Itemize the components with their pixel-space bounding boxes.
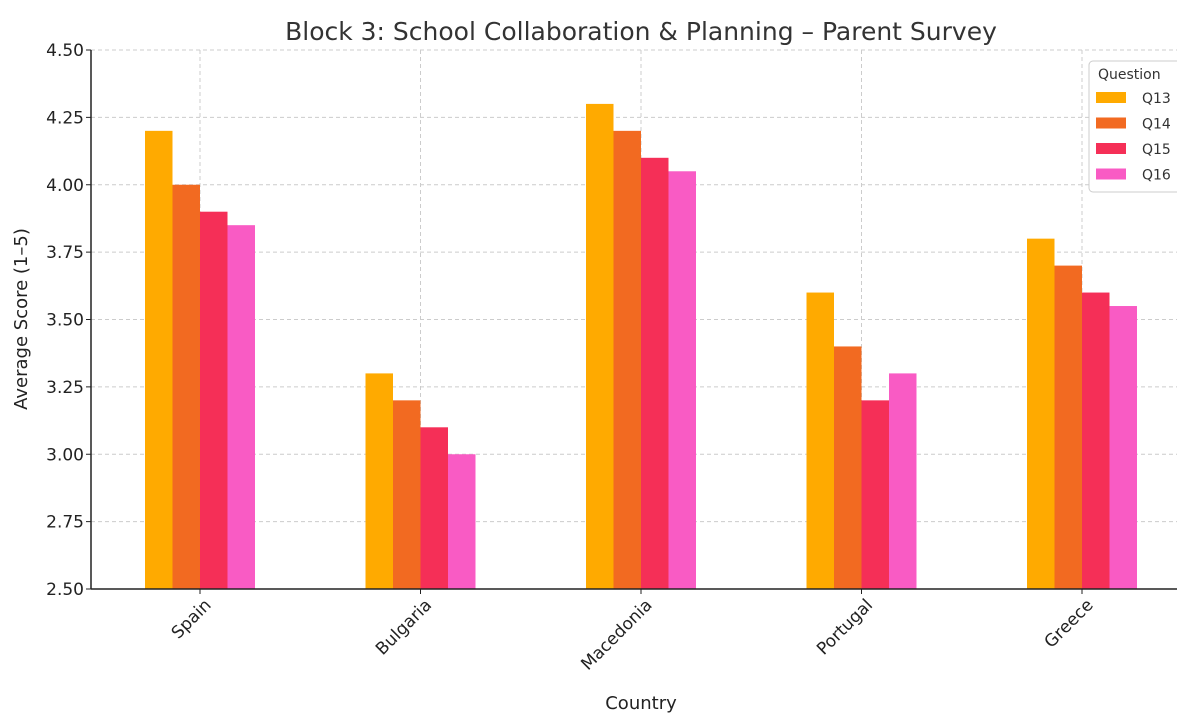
bar-q13-macedonia <box>586 103 614 590</box>
x-axis-title: Country <box>605 693 677 713</box>
y-tick-label: 3.25 <box>46 378 84 398</box>
bars <box>145 103 1137 590</box>
legend-label-q14: Q14 <box>1142 117 1171 133</box>
bar-q14-spain <box>172 184 200 589</box>
y-tick-label: 4.00 <box>46 176 84 196</box>
legend-swatch-q16 <box>1096 168 1126 180</box>
x-tick-labels: Spain Bulgaria Macedonia Portugal Greece <box>168 589 1098 675</box>
bar-q13-bulgaria <box>365 373 393 589</box>
y-tick-label: 3.00 <box>46 445 84 465</box>
legend: Question Q13 Q14 Q15 Q16 <box>1088 60 1177 193</box>
y-tick-label: 4.25 <box>46 108 84 128</box>
legend-swatch-q14 <box>1096 117 1126 129</box>
bar-q13-portugal <box>806 292 834 589</box>
y-tick-labels: 2.50 2.75 3.00 3.25 3.50 3.75 4.00 4.25 4.50 <box>46 41 91 600</box>
bar-q16-portugal <box>889 373 917 589</box>
bar-q16-greece <box>1109 306 1137 589</box>
bar-q15-bulgaria <box>420 427 448 589</box>
bar-q14-portugal <box>834 346 862 589</box>
y-tick-label: 2.75 <box>46 513 84 533</box>
legend-swatch-q13 <box>1096 92 1126 103</box>
bar-q13-spain <box>145 130 173 589</box>
x-tick-label: Macedonia <box>577 595 656 674</box>
bar-q15-spain <box>200 211 228 589</box>
bar-q14-greece <box>1054 265 1082 589</box>
y-tick-label: 2.50 <box>46 580 84 600</box>
legend-label-q15: Q15 <box>1142 142 1171 158</box>
legend-label-q13: Q13 <box>1142 91 1171 107</box>
x-tick-label: Spain <box>168 595 216 643</box>
bar-q14-macedonia <box>613 130 641 589</box>
bar-q16-macedonia <box>668 171 696 589</box>
chart-title: Block 3: School Collaboration & Planning… <box>285 17 997 46</box>
bar-q16-bulgaria <box>448 454 476 589</box>
bar-q15-macedonia <box>641 157 669 590</box>
bar-q16-spain <box>227 225 255 590</box>
x-tick-label: Bulgaria <box>372 595 436 659</box>
legend-label-q16: Q16 <box>1142 168 1171 184</box>
bar-q15-portugal <box>861 400 889 589</box>
y-axis-title: Average Score (1–5) <box>11 228 32 410</box>
y-tick-label: 3.50 <box>46 311 84 331</box>
x-tick-label: Greece <box>1041 595 1098 652</box>
y-tick-label: 3.75 <box>46 243 84 263</box>
legend-swatch-q15 <box>1096 143 1126 154</box>
y-tick-label: 4.50 <box>46 41 84 61</box>
bar-q15-greece <box>1082 292 1110 589</box>
x-tick-label: Portugal <box>813 595 877 659</box>
legend-title: Question <box>1098 67 1161 83</box>
bar-q14-bulgaria <box>393 400 421 589</box>
bar-q13-greece <box>1027 238 1055 589</box>
